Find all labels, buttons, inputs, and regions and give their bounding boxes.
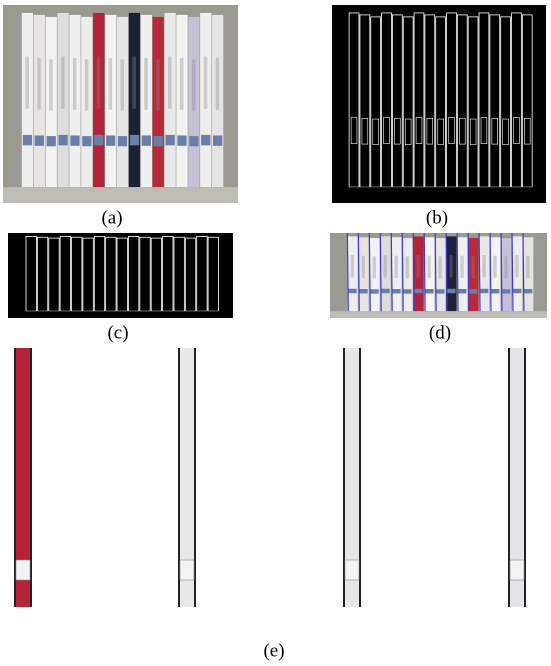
spine-mark: [49, 59, 53, 110]
spine-label: [165, 135, 174, 145]
spine-label: [201, 135, 210, 145]
spine-mark: [204, 56, 208, 108]
spine-mark: [449, 255, 452, 277]
spine-label: [491, 289, 499, 293]
spine-label: [469, 289, 477, 293]
spine-mark: [384, 255, 387, 277]
spine-label: [154, 136, 163, 146]
spine-mark: [216, 58, 220, 110]
shelf-bottom: [332, 187, 546, 203]
spine-mark: [37, 58, 41, 110]
spine-label: [425, 289, 433, 293]
spine-mark: [482, 255, 485, 277]
panel-e: [14, 348, 526, 607]
spine-label: [35, 135, 44, 145]
strip-label: [510, 560, 524, 580]
spine-mark: [132, 56, 136, 108]
spine-mark: [515, 255, 518, 277]
spine-label: [106, 135, 115, 145]
panel-a: [3, 5, 238, 203]
image-background: [8, 233, 233, 318]
caption: (b): [426, 207, 448, 228]
spine-mark: [61, 56, 65, 108]
spine-label: [414, 289, 422, 293]
spine-mark: [109, 58, 113, 110]
figure: (a) (b) (c) (d) (e): [0, 0, 551, 666]
spine-label: [502, 289, 510, 293]
spine-mark: [438, 256, 441, 278]
spine-label: [142, 135, 151, 145]
caption: (d): [429, 322, 451, 343]
spine-label: [348, 289, 356, 293]
spine-label: [447, 289, 455, 293]
spine-mark: [168, 56, 172, 108]
spine-label: [70, 135, 79, 145]
spine-mark: [504, 256, 507, 278]
spine-mark: [97, 56, 101, 108]
caption: (c): [107, 322, 128, 343]
spine-label: [189, 136, 198, 146]
caption: (e): [263, 640, 284, 661]
spine-mark: [471, 256, 474, 278]
spine-label: [213, 135, 222, 145]
spine-label: [436, 289, 444, 293]
spine-label: [177, 135, 186, 145]
panel-d: [330, 233, 547, 318]
spine-label: [524, 289, 532, 293]
spine-mark: [526, 256, 529, 278]
spine-mark: [85, 59, 89, 110]
strip-label: [180, 560, 194, 580]
spine-mark: [156, 59, 160, 110]
spine-label: [94, 135, 103, 145]
spine-mark: [406, 256, 409, 278]
spine-mark: [362, 256, 365, 278]
spine-label: [82, 136, 91, 146]
spine-mark: [351, 255, 354, 277]
spine-mark: [395, 256, 398, 278]
spine-label: [370, 289, 378, 293]
spine-mark: [373, 256, 376, 278]
spine-mark: [460, 256, 463, 278]
spine-label: [359, 289, 367, 293]
spine-mark: [417, 255, 420, 277]
shelf-bottom: [3, 187, 238, 203]
spine-label: [513, 289, 521, 293]
spine-mark: [427, 256, 430, 278]
shelf-bottom: [8, 311, 233, 318]
spine-label: [403, 289, 411, 293]
spine-mark: [120, 59, 124, 110]
spine-mark: [180, 58, 184, 110]
spine-label: [458, 289, 466, 293]
panel-c: [8, 233, 233, 318]
spine-mark: [493, 256, 496, 278]
strip-label: [345, 560, 359, 580]
shelf-bottom: [330, 311, 547, 318]
spine-mark: [192, 59, 196, 110]
spine-label: [381, 289, 389, 293]
spine-mark: [73, 58, 77, 110]
spine-label: [392, 289, 400, 293]
caption: (a): [101, 207, 122, 228]
image-background: [332, 5, 546, 203]
spine-label: [480, 289, 488, 293]
spine-mark: [144, 58, 148, 110]
panel-b: [332, 5, 546, 203]
strip-label: [16, 560, 30, 580]
spine-label: [23, 135, 32, 145]
spine-label: [58, 135, 67, 145]
spine-label: [118, 136, 127, 146]
spine-label: [130, 135, 139, 145]
spine-label: [47, 136, 56, 146]
spine-mark: [25, 56, 29, 108]
